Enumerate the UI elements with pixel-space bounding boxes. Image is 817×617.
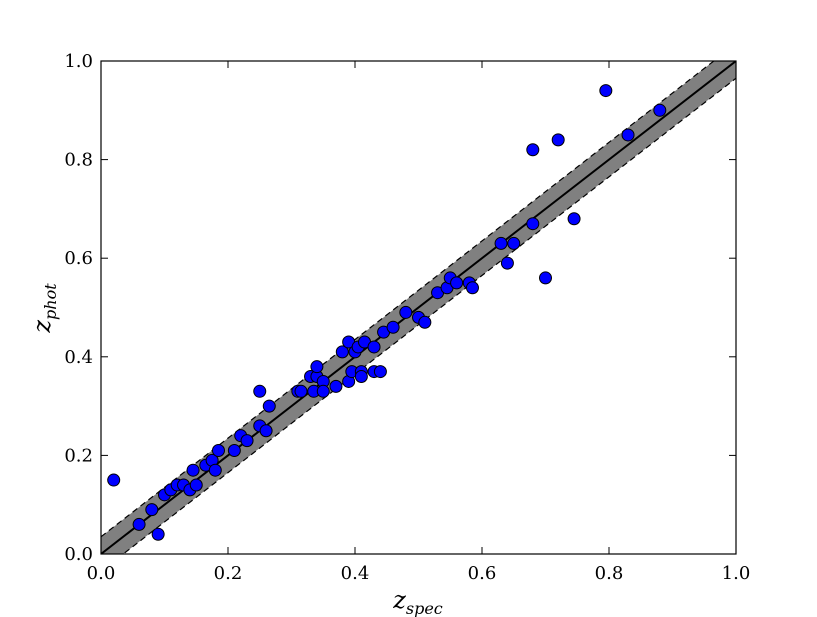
data-point: [335, 345, 349, 359]
data-point: [526, 143, 540, 157]
data-point: [151, 527, 165, 541]
data-point: [567, 212, 581, 226]
data-point: [373, 365, 387, 379]
data-point: [500, 256, 514, 270]
data-point: [253, 384, 267, 398]
x-tick-label: 0.0: [87, 563, 116, 584]
x-tick-label: 0.2: [214, 563, 243, 584]
data-point: [145, 503, 159, 517]
data-point: [107, 473, 121, 487]
data-point: [208, 463, 222, 477]
x-tick-label: 0.6: [468, 563, 497, 584]
data-point: [507, 236, 521, 250]
y-tick-label: 0.4: [64, 347, 93, 368]
data-point: [186, 463, 200, 477]
y-tick-label: 0.0: [64, 544, 93, 565]
data-point: [653, 103, 667, 117]
x-tick-label: 0.4: [341, 563, 370, 584]
x-tick-label: 1.0: [722, 563, 751, 584]
data-point: [551, 133, 565, 147]
data-point: [294, 384, 308, 398]
data-point: [399, 305, 413, 319]
x-tick-label: 0.8: [595, 563, 624, 584]
y-tick-label: 0.2: [64, 445, 93, 466]
data-point: [329, 379, 343, 393]
x-axis-label: zspec: [392, 586, 443, 617]
plot-inner: [101, 61, 736, 554]
data-point: [386, 320, 400, 334]
data-point: [621, 128, 635, 142]
data-point: [240, 434, 254, 448]
band-lower-edge: [122, 77, 736, 554]
one-to-one-line: [101, 61, 736, 554]
y-tick-label: 0.6: [64, 248, 93, 269]
y-tick-label: 1.0: [64, 51, 93, 72]
data-point: [450, 276, 464, 290]
data-point: [354, 370, 368, 384]
data-point: [310, 360, 324, 374]
data-point: [465, 281, 479, 295]
data-point: [259, 424, 273, 438]
data-point: [599, 84, 613, 98]
data-point: [227, 443, 241, 457]
data-point: [418, 315, 432, 329]
data-point: [262, 399, 276, 413]
data-point: [539, 271, 552, 285]
plot-area: [100, 60, 737, 555]
y-tick-label: 0.8: [64, 150, 93, 171]
data-point: [316, 384, 330, 398]
data-point: [189, 478, 203, 492]
y-axis: 0.0 0.2 0.4 0.6 0.8 1.0: [64, 51, 736, 565]
data-point: [132, 517, 146, 531]
data-point: [211, 443, 225, 457]
x-axis: 0.0 0.2 0.4 0.6 0.8 1.0: [87, 61, 751, 584]
data-point: [494, 236, 508, 250]
data-point: [367, 340, 381, 354]
data-point: [526, 217, 540, 231]
plot-frame: [100, 60, 737, 555]
band-upper-edge: [101, 61, 715, 538]
y-axis-label: zphot: [28, 283, 60, 334]
